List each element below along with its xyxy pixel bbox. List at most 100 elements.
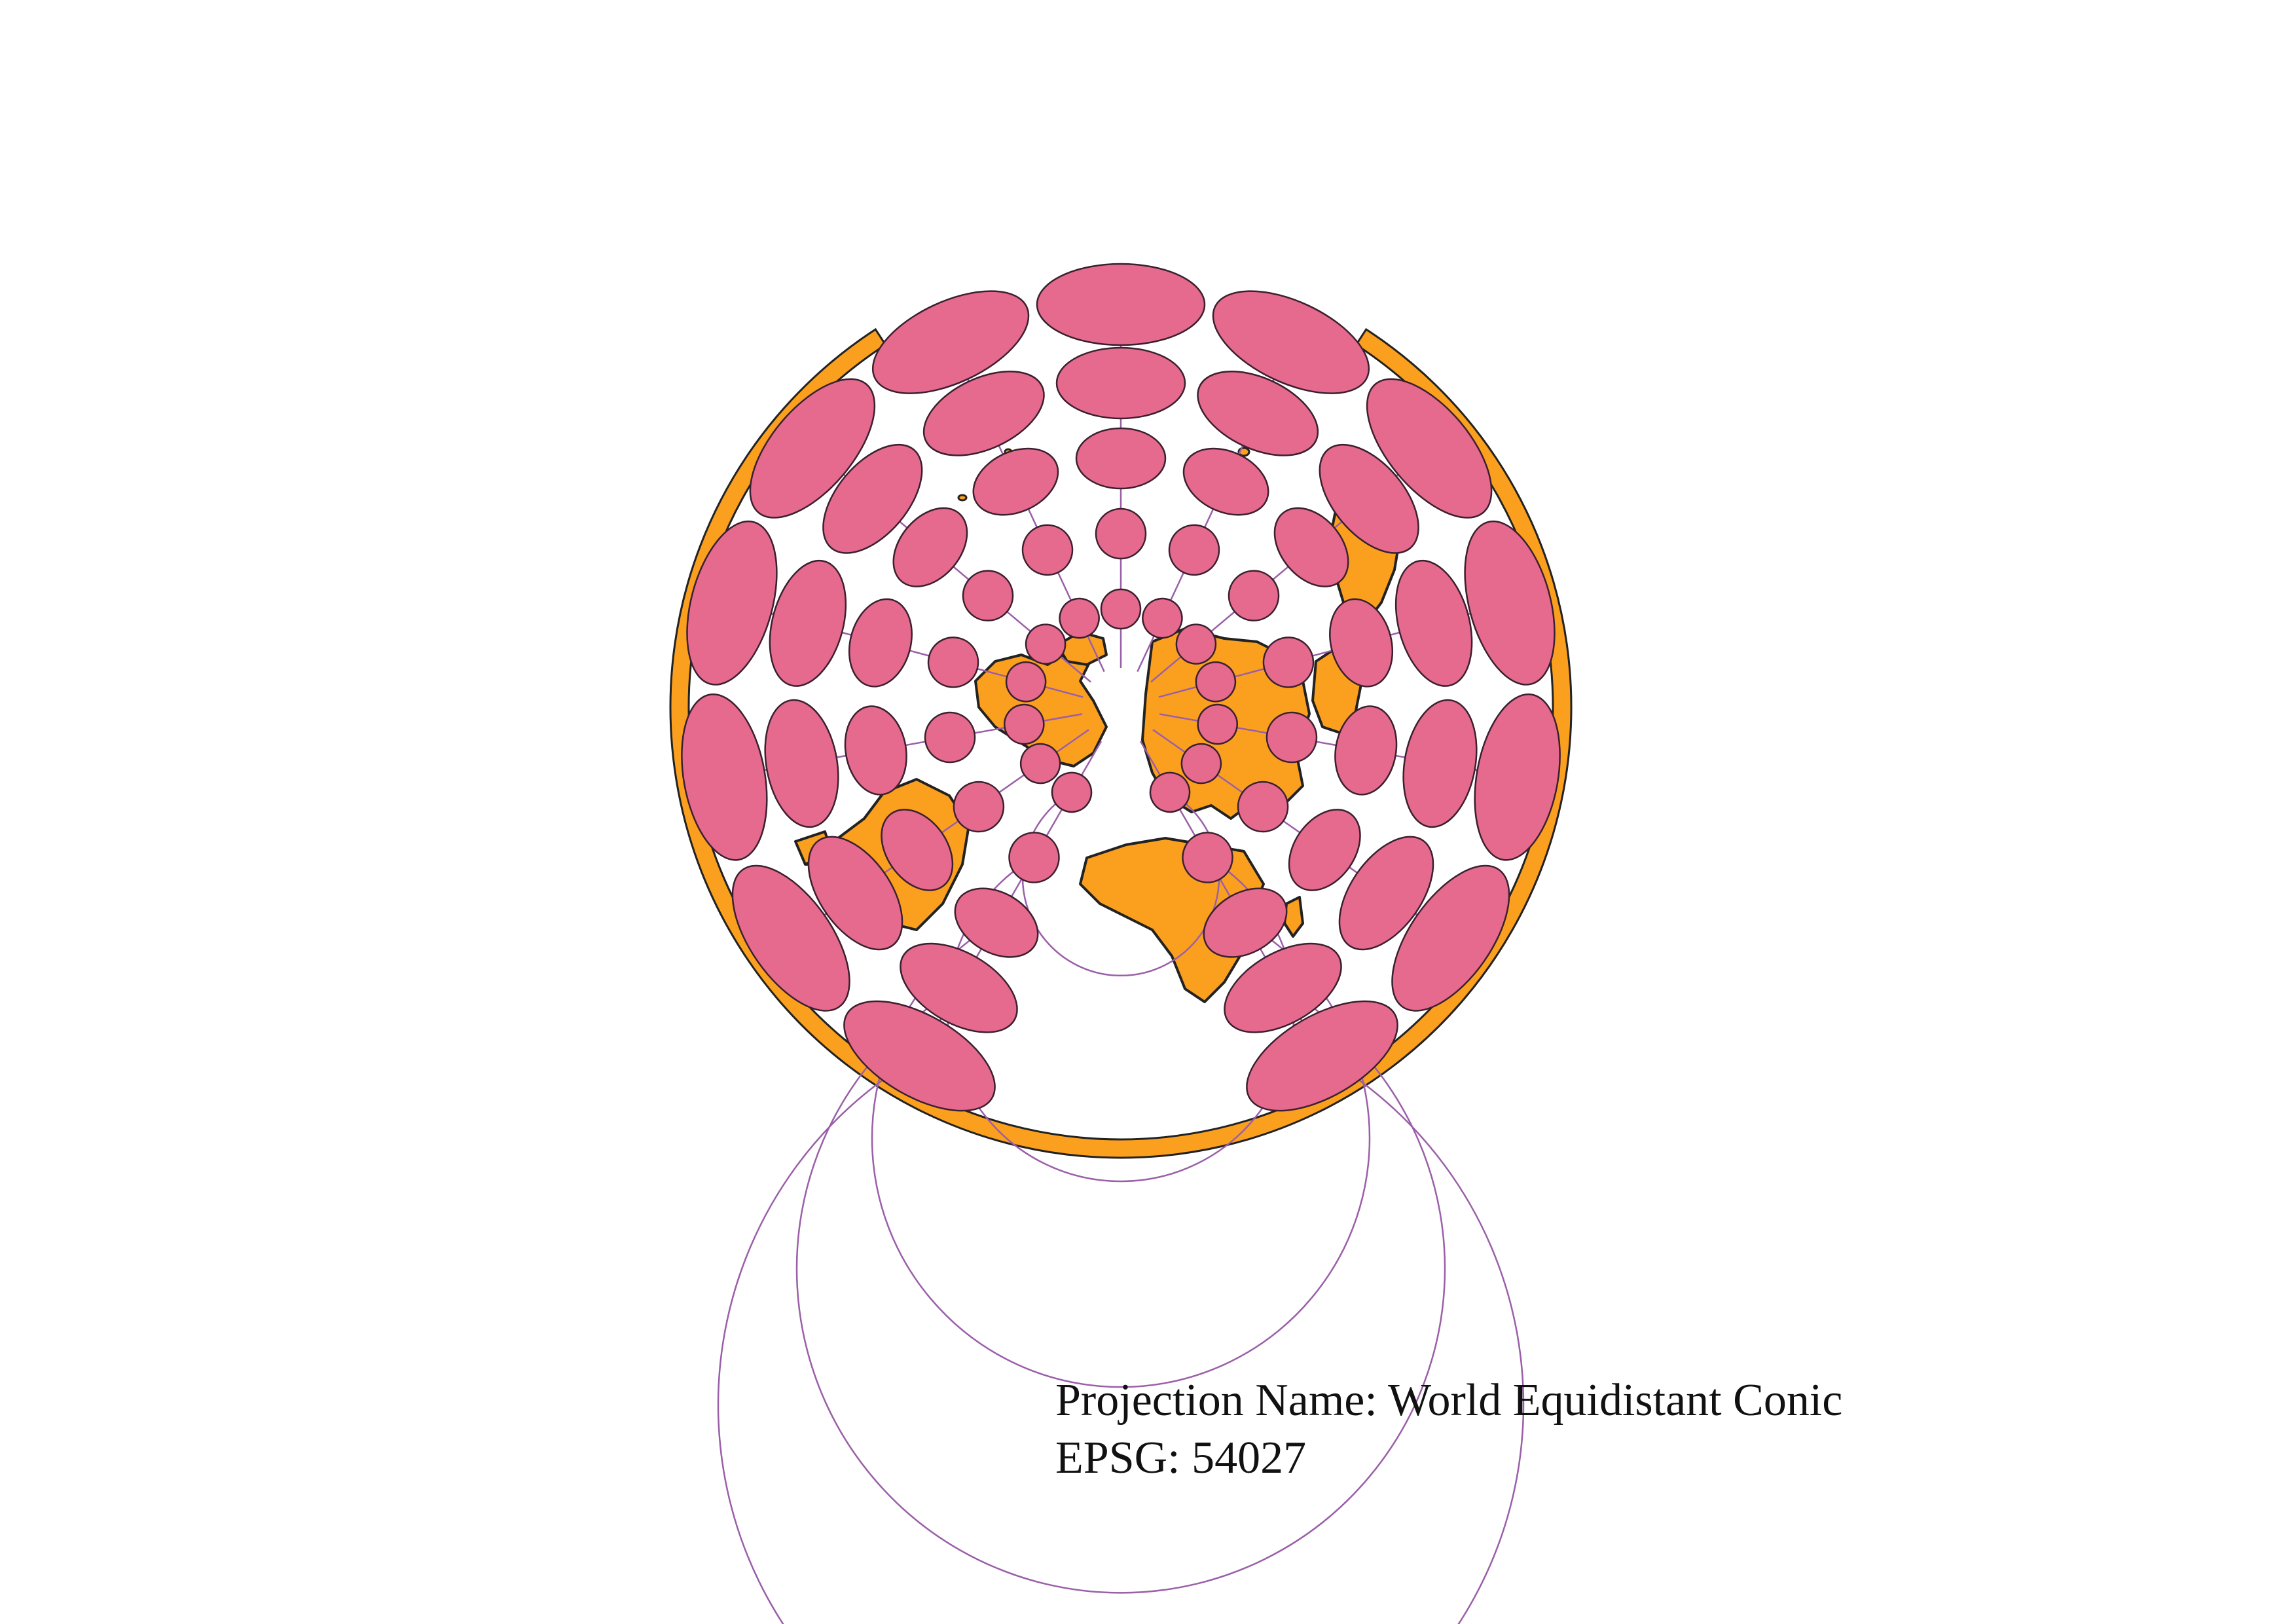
tissot-ellipse (769, 559, 847, 687)
tissot-ellipse (1329, 598, 1394, 688)
ellipse-shape (1366, 378, 1493, 519)
ellipse-shape (1036, 263, 1206, 346)
ellipse-shape (1008, 832, 1060, 883)
tissot-ellipse (807, 836, 903, 951)
tissot-ellipse (1182, 447, 1269, 516)
tissot-ellipse (686, 520, 778, 686)
ellipse-shape (1197, 703, 1238, 745)
tissot-ellipse (1182, 832, 1233, 883)
tissot-ellipse (1055, 346, 1186, 420)
tissot-ellipse (1051, 771, 1093, 813)
tissot-ellipse (871, 290, 1030, 394)
ellipse-shape (1228, 570, 1280, 621)
ellipse-shape (962, 570, 1014, 621)
tissot-ellipse (1266, 711, 1318, 764)
tissot-ellipse (1168, 524, 1220, 576)
ellipse-shape (686, 520, 778, 686)
tissot-ellipse (927, 637, 979, 688)
ellipse-shape (1197, 371, 1319, 456)
ellipse-shape (1005, 661, 1047, 703)
tissot-ellipse (1197, 371, 1319, 456)
ellipse-shape (1224, 942, 1342, 1033)
tissot-ellipse (1149, 771, 1191, 813)
tissot-ellipse (1197, 703, 1238, 745)
tissot-ellipse (1262, 637, 1315, 688)
tissot-ellipse (822, 443, 923, 554)
tissot-ellipse (1175, 623, 1217, 665)
tissot-ellipse (1224, 942, 1342, 1033)
tissot-ellipse (892, 507, 968, 587)
tissot-ellipse (1288, 809, 1361, 891)
ellipse-shape (843, 1000, 996, 1112)
tissot-ellipse (1100, 588, 1142, 630)
tissot-ellipse (1203, 887, 1288, 958)
tissot-ellipse (1228, 570, 1280, 621)
tissot-ellipse (1246, 1000, 1398, 1112)
tissot-ellipse (1036, 263, 1206, 346)
tissot-ellipse (1391, 864, 1510, 1012)
ellipse-shape (922, 371, 1045, 456)
ellipse-shape (924, 711, 976, 764)
tissot-ellipse (1237, 781, 1289, 833)
tissot-ellipse (749, 378, 876, 519)
ellipse-shape (1266, 711, 1318, 764)
tissot-ellipse (881, 809, 954, 891)
ellipse-shape (1203, 887, 1288, 958)
tissot-ellipse (922, 371, 1045, 456)
ellipse-shape (1059, 597, 1100, 639)
ellipse-shape (1262, 637, 1315, 688)
ellipse-shape (1195, 661, 1237, 703)
ellipse-shape (1237, 781, 1289, 833)
tissot-ellipse (924, 711, 976, 764)
tissot-ellipse (900, 942, 1018, 1033)
ellipse-shape (1288, 809, 1361, 891)
ellipse-shape (1329, 598, 1394, 688)
tissot-ellipse (1008, 832, 1060, 883)
madagascar (1283, 896, 1304, 938)
tissot-ellipse (1212, 290, 1370, 394)
tissot-ellipse (1334, 705, 1398, 796)
tissot-ellipse (954, 887, 1039, 958)
tissot-ellipse (1025, 623, 1066, 665)
ellipse-shape (1100, 588, 1142, 630)
ellipse-shape (1246, 1000, 1398, 1112)
ellipse-shape (681, 693, 768, 861)
ellipse-shape (881, 809, 954, 891)
tissot-ellipse (844, 705, 907, 796)
tissot-ellipse (731, 864, 850, 1012)
tissot-ellipse (1195, 661, 1237, 703)
ellipse-shape (892, 507, 968, 587)
ellipse-shape (1474, 693, 1561, 861)
tissot-ellipses (681, 263, 1561, 1112)
ellipse-shape (731, 864, 850, 1012)
ellipse-shape (953, 781, 1005, 833)
tissot-ellipse (1004, 703, 1045, 745)
ellipse-shape (1334, 705, 1398, 796)
parallel-3 (795, 987, 1446, 1594)
ellipse-shape (1055, 346, 1186, 420)
tissot-ellipse (1019, 743, 1061, 784)
ellipse-shape (1149, 771, 1191, 813)
ellipse-shape (1319, 443, 1419, 554)
ellipse-shape (1394, 559, 1473, 687)
ellipse-shape (1212, 290, 1370, 394)
tissot-ellipse (1394, 559, 1473, 687)
tissot-ellipse (848, 598, 913, 688)
ellipse-shape (764, 699, 839, 828)
caption: Projection Name: World Equidistant Conic… (1055, 1372, 1842, 1487)
tissot-ellipse (1338, 836, 1434, 951)
ellipse-shape (848, 598, 913, 688)
ellipse-shape (1182, 447, 1269, 516)
tissot-ellipse (972, 447, 1059, 516)
epsg-label: EPSG: 54027 (1055, 1433, 1307, 1483)
ellipse-shape (1180, 743, 1222, 784)
projection-name-label: Projection Name: World Equidistant Conic (1055, 1375, 1843, 1426)
tissot-ellipse (1075, 427, 1167, 490)
ellipse-shape (1019, 743, 1061, 784)
tissot-ellipse (1474, 693, 1561, 861)
tissot-ellipse (843, 1000, 996, 1112)
tissot-ellipse (1402, 699, 1478, 828)
ellipse-shape (1004, 703, 1045, 745)
tissot-ellipse (1180, 743, 1222, 784)
